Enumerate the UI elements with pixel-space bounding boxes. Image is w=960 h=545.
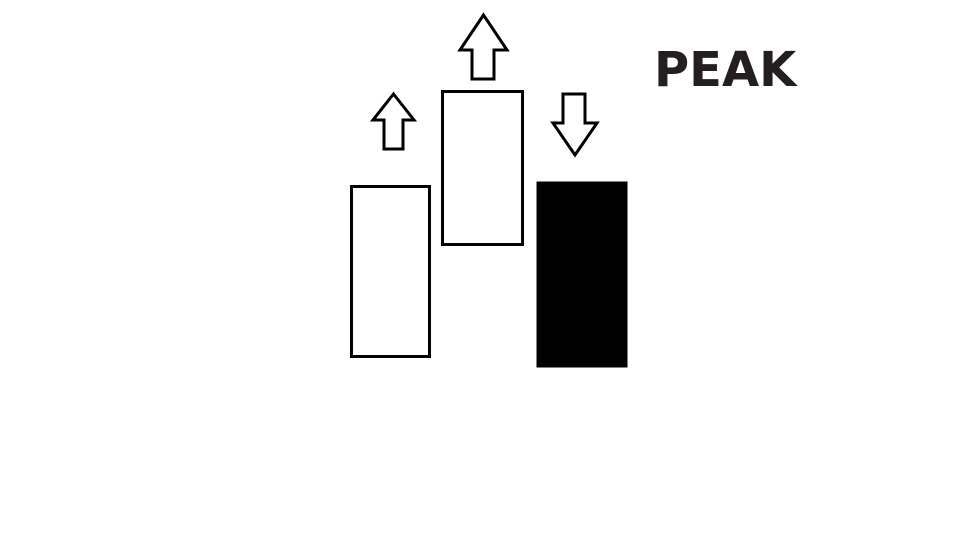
candle-2 bbox=[441, 12, 524, 246]
candle-1 bbox=[350, 91, 431, 358]
candle-3-body bbox=[536, 181, 628, 368]
up-arrow-icon bbox=[457, 12, 510, 81]
candle-2-body bbox=[441, 90, 524, 246]
up-arrow-icon bbox=[369, 91, 418, 151]
down-arrow-icon bbox=[550, 92, 600, 158]
candle-1-body bbox=[350, 185, 431, 358]
candle-3 bbox=[536, 92, 628, 368]
diagram-title: PEAK bbox=[654, 42, 797, 98]
